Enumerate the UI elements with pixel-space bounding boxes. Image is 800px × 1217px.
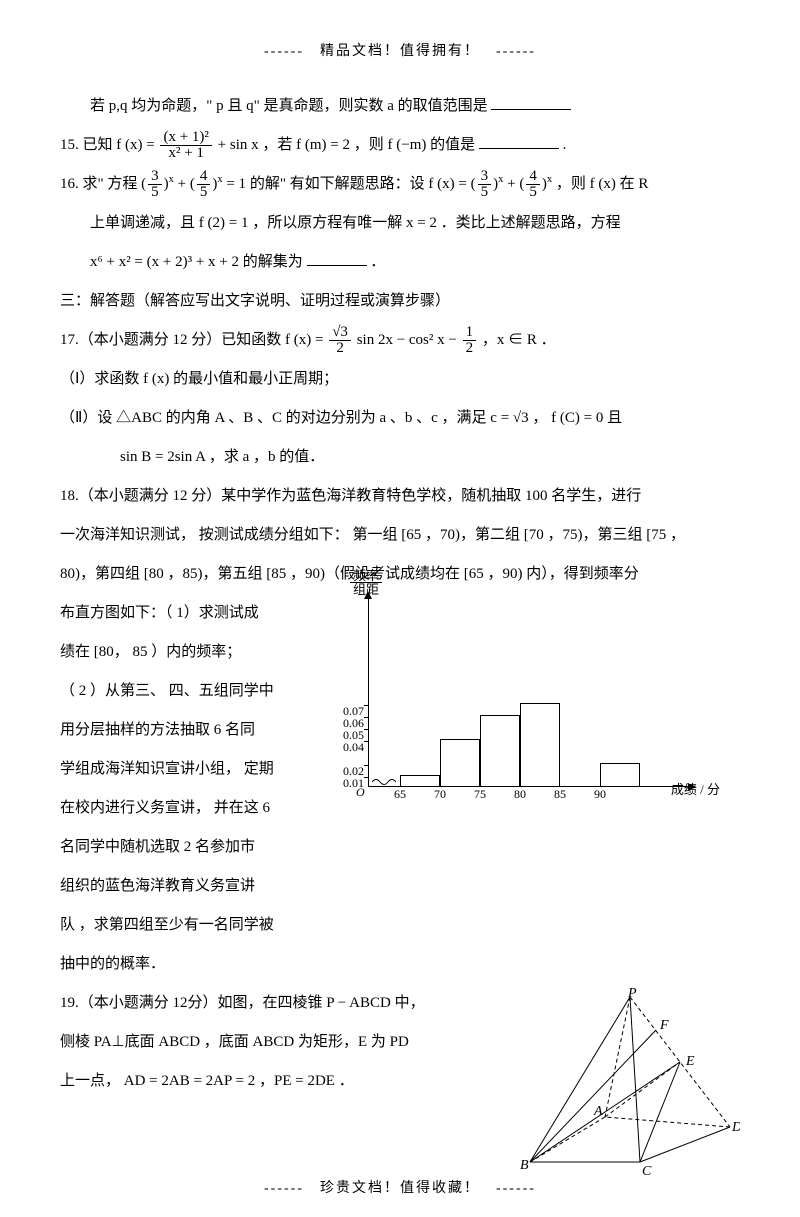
frac-sqrt32: √32 [329,325,351,356]
ytick-mark [364,741,368,742]
lbl-B: B [520,1158,529,1173]
ylabel-n: 频率 [350,569,382,583]
q18-l7: 组织的蓝色海洋教育义务宣讲 [60,870,310,903]
q18-l9: 抽中的的概率． [60,948,310,981]
q18-l5: 在校内进行义务宣讲， 并在这 6 [60,792,310,825]
q18-l8: 队 ，求第四组至少有一名同学被 [60,909,310,942]
frac-35a: 35 [148,169,162,200]
lbl-D: D [731,1120,740,1135]
q19-block: P F E A D B C 19.（本小题满分 12分）如图，在四棱锥 P − … [60,987,740,1187]
doc-footer: ------ 珍贵文档！值得收藏！ ------ [0,1177,800,1197]
xlabel: 成绩 / 分 [671,776,720,805]
q18-a: 18.（本小题满分 12 分）某中学作为蓝色海洋教育特色学校，随机抽取 100 … [60,480,740,513]
q16-e: x⁶ + x² = (x + 2)³ + x + 2 的解集为 [90,254,303,270]
q17-II-a: （Ⅱ）设 △ABC 的内角 A 、B 、C 的对边分别为 a 、b 、c ，满足… [60,402,740,435]
doc-header: ------ 精品文档！值得拥有！ ------ [60,40,740,60]
q16-blank [307,250,367,266]
q18-l0: 布直方图如下：（ 1）求测试成 [60,597,310,630]
frac-12: 12 [463,325,477,356]
q14: 若 p,q 均为命题，" p 且 q" 是真命题，则实数 a 的取值范围是 [60,90,740,123]
lbl-E: E [685,1054,695,1069]
q16-3: x⁶ + x² = (x + 2)³ + x + 2 的解集为 ． [60,246,740,279]
pyramid-wrap: P F E A D B C [520,987,740,1190]
pyramid-figure: P F E A D B C [520,987,740,1177]
hist-bar [400,775,440,787]
q18-l6: 名同学中随机选取 2 名参加市 [60,831,310,864]
q18-c: 80)，第四组 [80 ，85)，第五组 [85 ，90)（假设考试成绩均在 [… [60,558,740,591]
q14-blank [491,94,571,110]
q16-1: 16. 求" 方程 (35)x + (45)x = 1 的解" 有如下解题思路：… [60,168,740,201]
q17: 17.（本小题满分 12 分）已知函数 f (x) = √32 sin 2x −… [60,324,740,357]
frac-35b: 35 [478,169,492,200]
q18-b: 一次海洋知识测试， 按测试成绩分组如下： 第一组 [65 ，70)，第二组 [7… [60,519,740,552]
content: 若 p,q 均为命题，" p 且 q" 是真命题，则实数 a 的取值范围是 15… [60,90,740,1187]
lbl-F: F [659,1018,669,1033]
q16-a: 16. 求" 方程 [60,176,141,192]
q15-b: ，若 f (m) = 2 ，则 f (−m) 的值是 [262,137,475,153]
q15-a: 15. 已知 [60,137,116,153]
q16-c: ，则 f (x) 在 R [556,176,649,192]
frac-45a: 45 [197,169,211,200]
q17-b: ，x ∈ R ． [482,332,556,348]
lbl-C: C [642,1164,652,1177]
q14-text: 若 p,q 均为命题，" p 且 q" 是真命题，则实数 a 的取值范围是 [90,98,488,114]
q18-two-col: 布直方图如下：（ 1）求测试成 绩在 [80， 85 ）内的频率； （ 2 ）从… [60,597,740,987]
ytick-mark [364,777,368,778]
section3: 三：解答题（解答应写出文字说明、证明过程或演算步骤） [60,285,740,318]
hist-bar [600,763,640,787]
q15-blank [479,133,559,149]
q18-left: 布直方图如下：（ 1）求测试成 绩在 [80， 85 ）内的频率； （ 2 ）从… [60,597,310,987]
histogram: 频率组距 O 成绩 / 分 0.010.020.040.050.060.0765… [320,597,700,807]
hist-bar [440,739,480,787]
frac-q15: (x + 1)²x² + 1 [160,130,211,161]
frac-45b: 45 [526,169,540,200]
ytick: 0.07 [320,698,364,724]
q16-b: 的解" 有如下解题思路：设 f (x) = [250,176,471,192]
hist-bar [520,703,560,787]
ytick: 0.02 [320,758,364,784]
ytick-mark [364,729,368,730]
lbl-P: P [627,987,637,1001]
hist-bar [480,715,520,787]
y-axis [368,597,369,787]
ytick-mark [364,717,368,718]
q17-I: （Ⅰ）求函数 f (x) 的最小值和最小正周期； [60,363,740,396]
axis-break-icon [372,777,396,787]
q18-l1: 绩在 [80， 85 ）内的频率； [60,636,310,669]
q18-l4: 学组成海洋知识宣讲小组， 定期 [60,753,310,786]
ytick-mark [364,705,368,706]
q18-l3: 用分层抽样的方法抽取 6 名同 [60,714,310,747]
q16-2: 上单调递减，且 f (2) = 1 ，所以原方程有唯一解 x = 2 ．类比上述… [60,207,740,240]
histogram-wrap: 频率组距 O 成绩 / 分 0.010.020.040.050.060.0765… [320,597,740,987]
q17-II-b: sin B = 2sin A ，求 a ，b 的值． [60,441,740,474]
q17-a: 17.（本小题满分 12 分）已知函数 f (x) = [60,332,327,348]
q15: 15. 已知 f (x) = (x + 1)²x² + 1 + sin x ，若… [60,129,740,162]
ytick-mark [364,765,368,766]
lbl-A: A [593,1104,603,1119]
q18-l2: （ 2 ）从第三、 四、五组同学中 [60,675,310,708]
